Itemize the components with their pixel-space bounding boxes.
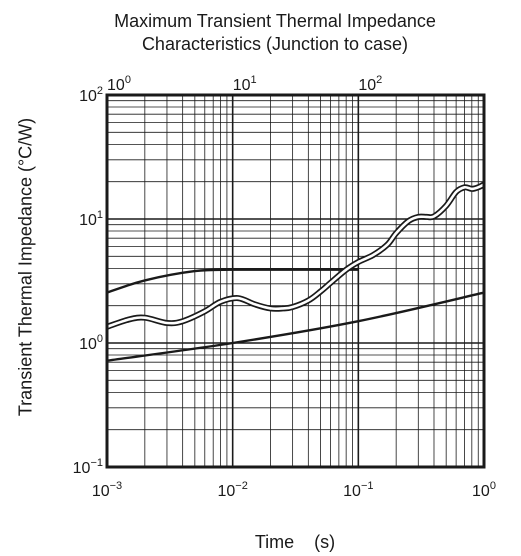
tick-labels: 10−3 10−2 10−1 100 100 101 102 10−1 100 101 102 [73,74,496,500]
series-2-line-inner [106,183,485,329]
x-top-tick-label: 101 [233,74,257,94]
x-axis-label: Time (s) [254,532,336,552]
grid-lines [107,95,484,467]
data-series [106,181,486,362]
x-tick-label: 10−2 [217,480,247,500]
x-top-tick-label: 100 [107,74,131,94]
x-tick-label: 10−1 [343,480,373,500]
chart-title-line-2: Characteristics (Junction to case) [141,34,409,54]
x-tick-label: 100 [472,480,496,500]
series-3-line [106,291,485,362]
plot-frame [105,93,486,469]
y-tick-label: 101 [79,209,103,229]
chart-title-line-1: Maximum Transient Thermal Impedance [114,11,436,31]
x-tick-label: 10−3 [92,480,122,500]
y-tick-label: 10−1 [73,457,103,477]
x-top-tick-label: 102 [358,74,382,94]
y-tick-label: 100 [79,333,103,353]
y-tick-label: 102 [79,85,103,105]
series-1-line [106,268,359,294]
